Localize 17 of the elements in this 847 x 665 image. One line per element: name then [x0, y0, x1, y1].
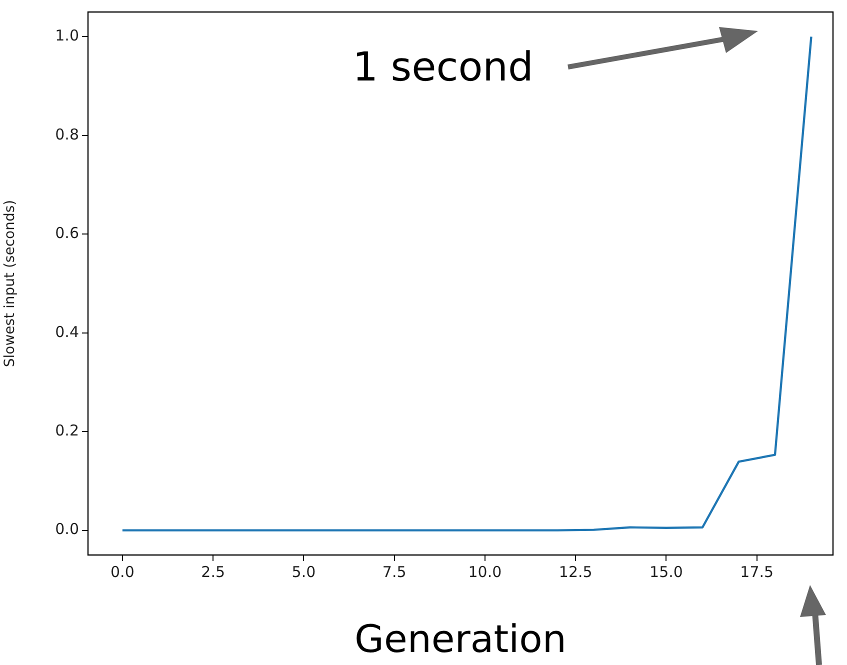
- y-tick-label: 0.8: [55, 125, 79, 144]
- x-tick-label: 10.0: [468, 562, 502, 581]
- x-tick-label: 12.5: [558, 562, 592, 581]
- y-tick-label: 0.6: [55, 224, 79, 242]
- y-tick-label: 0.0: [55, 520, 79, 538]
- x-tick-label: 2.5: [201, 562, 226, 581]
- x-tick-label: 5.0: [292, 562, 316, 581]
- x-axis-title: Generation: [354, 617, 566, 662]
- y-tick-label: 1.0: [55, 26, 79, 45]
- x-tick-label: 17.5: [740, 562, 774, 581]
- y-tick-label: 0.2: [55, 421, 79, 440]
- annotation: 1 second: [352, 44, 534, 90]
- y-tick-label: 0.4: [55, 322, 79, 341]
- y-axis-title: Slowest input (seconds): [2, 200, 18, 368]
- x-tick-label: 7.5: [382, 562, 406, 581]
- x-tick-label: 15.0: [650, 562, 683, 581]
- x-tick-label: 0.0: [110, 562, 134, 581]
